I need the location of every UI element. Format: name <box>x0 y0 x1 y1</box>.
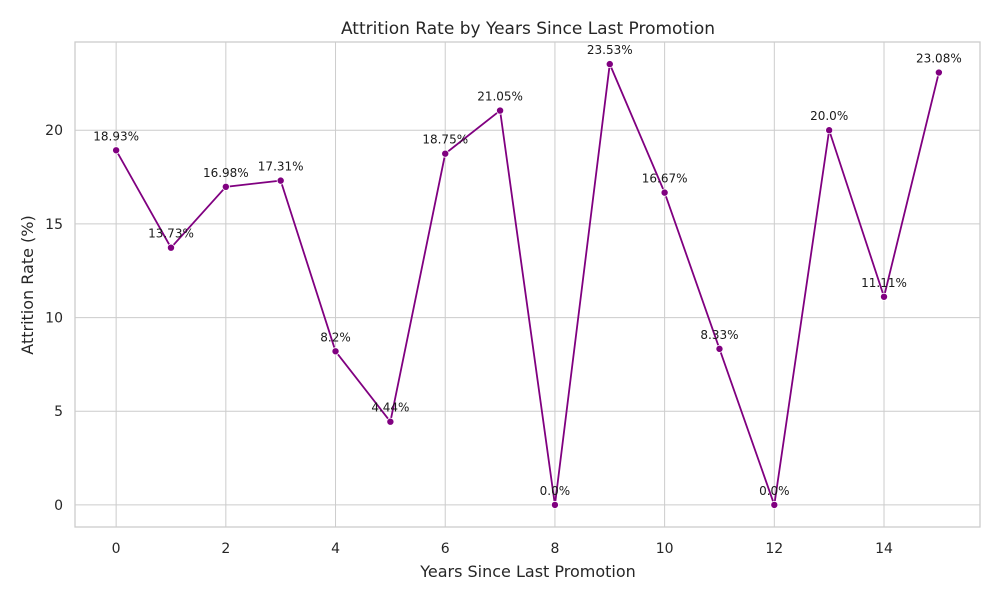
data-point <box>715 344 724 353</box>
y-tick-label: 20 <box>45 123 63 139</box>
plot-frame <box>74 41 981 528</box>
data-label: 18.93% <box>93 129 139 143</box>
data-label: 16.98% <box>203 166 249 180</box>
data-point <box>112 146 121 155</box>
data-label: 8.2% <box>320 330 351 344</box>
data-label: 16.67% <box>642 172 688 186</box>
x-tick-labels: 0 2 4 6 8 10 12 14 <box>112 541 893 557</box>
y-tick-label: 15 <box>45 217 63 233</box>
x-tick-label: 12 <box>765 541 783 557</box>
data-label: 0.0% <box>540 484 571 498</box>
data-point <box>605 60 614 69</box>
y-tick-label: 5 <box>54 404 63 420</box>
y-tick-label: 10 <box>45 311 63 327</box>
data-point <box>331 347 340 356</box>
data-point <box>166 243 175 252</box>
data-label: 18.75% <box>422 133 468 147</box>
x-axis-label: Years Since Last Promotion <box>419 562 636 581</box>
x-tick-label: 14 <box>875 541 893 557</box>
data-point <box>496 106 505 115</box>
data-point <box>386 417 395 426</box>
x-tick-label: 0 <box>112 541 121 557</box>
x-tick-label: 10 <box>656 541 674 557</box>
data-point <box>825 126 834 135</box>
data-point <box>221 182 230 191</box>
x-tick-label: 2 <box>221 541 230 557</box>
y-axis-label: Attrition Rate (%) <box>18 215 37 354</box>
data-point <box>934 68 943 77</box>
data-point <box>770 500 779 509</box>
data-point <box>441 149 450 158</box>
series-group <box>112 60 943 509</box>
y-tick-label: 0 <box>54 498 63 514</box>
data-label: 4.44% <box>371 401 409 415</box>
data-label: 23.53% <box>587 43 633 57</box>
data-label: 23.08% <box>916 52 962 66</box>
data-label: 21.05% <box>477 90 523 104</box>
x-tick-label: 6 <box>441 541 450 557</box>
y-tick-labels: 0 5 10 15 20 <box>45 123 63 514</box>
data-point <box>660 188 669 197</box>
data-label: 8.33% <box>700 328 738 342</box>
data-label: 13.73% <box>148 227 194 241</box>
x-tick-label: 8 <box>550 541 559 557</box>
x-tick-label: 4 <box>331 541 340 557</box>
data-label: 11.11% <box>861 276 907 290</box>
data-point <box>550 500 559 509</box>
data-point <box>880 292 889 301</box>
data-label: 0.0% <box>759 484 790 498</box>
series-line <box>115 60 940 506</box>
data-point <box>276 176 285 185</box>
data-label: 20.0% <box>810 109 848 123</box>
data-labels: 18.93% 13.73% 16.98% 17.31% 8.2% 4.44% 18.75% 2… <box>93 43 961 498</box>
chart-title: Attrition Rate by Years Since Last Promo… <box>341 19 715 39</box>
data-label: 17.31% <box>258 160 304 174</box>
